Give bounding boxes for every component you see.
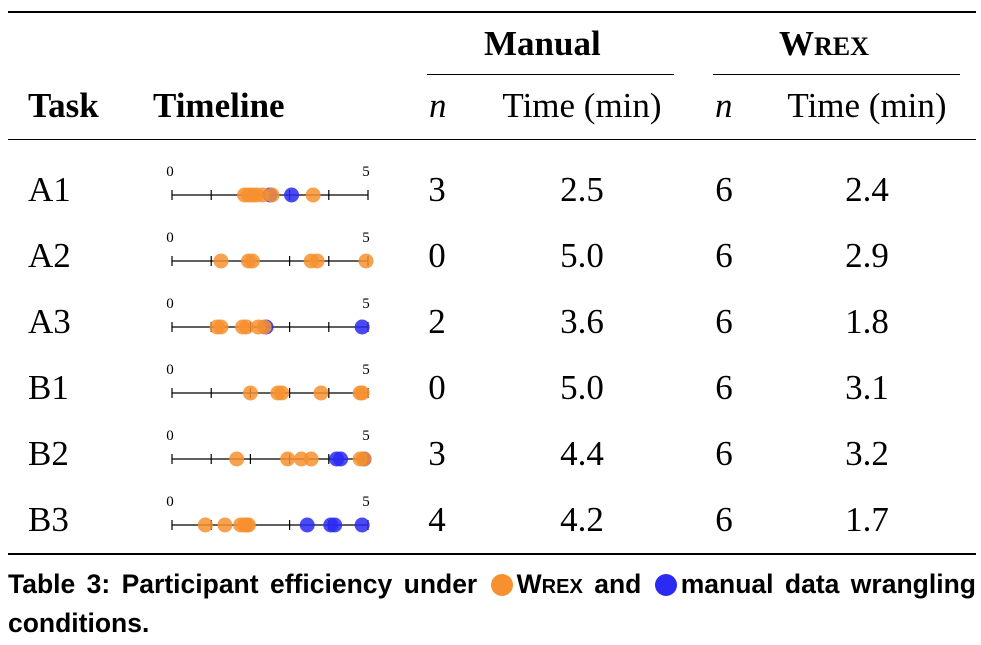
timeline-min-label: 0	[166, 164, 174, 180]
table-row: B1 0 5.0 6 3.1 0 5	[0, 356, 981, 422]
wrex-n-cell: 6	[715, 302, 733, 341]
wrex-point	[280, 451, 296, 467]
manual-point	[327, 517, 343, 533]
header-manual-time: Time (min)	[502, 86, 662, 125]
timeline-min-label: 0	[166, 296, 174, 312]
table-mid-rule	[8, 139, 976, 140]
wrex-point	[354, 385, 370, 401]
wrex-point	[303, 451, 319, 467]
table-row: A2 0 5.0 6 2.9 0 5	[0, 224, 981, 290]
timeline-max-label: 5	[362, 362, 370, 378]
header-timeline: Timeline	[153, 86, 285, 125]
timeline-min-label: 0	[166, 230, 174, 246]
manual-point	[284, 187, 300, 203]
wrex-cmidrule	[713, 74, 960, 75]
manual-point	[333, 451, 349, 467]
table-row: B3 4 4.2 6 1.7 0 5	[0, 488, 981, 554]
task-id-cell: B1	[28, 368, 69, 407]
wrex-point	[313, 385, 329, 401]
manual-n-cell: 3	[428, 170, 446, 209]
timeline-min-label: 0	[166, 494, 174, 510]
timeline-max-label: 5	[362, 230, 370, 246]
manual-time-cell: 3.6	[560, 302, 604, 341]
wrex-point	[197, 517, 213, 533]
timeline-max-label: 5	[362, 164, 370, 180]
task-id-cell: A3	[28, 302, 71, 341]
table-top-rule	[8, 11, 976, 13]
timeline-min-label: 0	[166, 362, 174, 378]
manual-n-cell: 0	[428, 368, 446, 407]
table-row: A1 3 2.5 6 2.4 0 5	[0, 158, 981, 224]
task-id-cell: B3	[28, 500, 69, 539]
manual-legend-dot	[654, 574, 677, 596]
wrex-time-cell: 1.8	[845, 302, 889, 341]
manual-time-cell: 2.5	[560, 170, 604, 209]
timeline-max-label: 5	[362, 296, 370, 312]
wrex-point	[305, 187, 321, 203]
wrex-legend-dot	[490, 574, 513, 596]
wrex-point	[274, 385, 290, 401]
manual-n-cell: 2	[428, 302, 446, 341]
manual-n-cell: 4	[428, 500, 446, 539]
wrex-point	[356, 451, 372, 467]
table-caption: Table 3: Participant efficiency under WR…	[8, 569, 976, 638]
manual-time-cell: 5.0	[560, 368, 604, 407]
wrex-n-cell: 6	[715, 434, 733, 473]
wrex-point	[213, 253, 229, 269]
manual-time-cell: 4.4	[560, 434, 604, 473]
wrex-n-cell: 6	[715, 236, 733, 275]
wrex-point	[358, 253, 374, 269]
wrex-n-cell: 6	[715, 500, 733, 539]
timeline-max-label: 5	[362, 428, 370, 444]
manual-n-cell: 0	[428, 236, 446, 275]
header-task: Task	[28, 86, 99, 125]
wrex-point	[229, 451, 245, 467]
timeline-min-label: 0	[166, 428, 174, 444]
wrex-time-cell: 2.9	[845, 236, 889, 275]
wrex-time-cell: 1.7	[845, 500, 889, 539]
timeline-max-label: 5	[362, 494, 370, 510]
wrex-point	[256, 319, 272, 335]
task-id-cell: A1	[28, 170, 71, 209]
wrex-point	[264, 187, 280, 203]
table-bottom-rule	[8, 553, 976, 555]
wrex-time-cell: 2.4	[845, 170, 889, 209]
header-wrex-n: n	[715, 86, 733, 125]
wrex-n-cell: 6	[715, 170, 733, 209]
wrex-n-cell: 6	[715, 368, 733, 407]
wrex-point	[217, 517, 233, 533]
table-row: A3 2 3.6 6 1.8 0 5	[0, 290, 981, 356]
manual-cmidrule	[427, 74, 674, 75]
wrex-time-cell: 3.1	[845, 368, 889, 407]
task-id-cell: A2	[28, 236, 71, 275]
manual-point	[354, 517, 370, 533]
manual-time-cell: 5.0	[560, 236, 604, 275]
wrex-point	[238, 319, 254, 335]
manual-point	[299, 517, 315, 533]
header-wrex-time: Time (min)	[787, 86, 947, 125]
wrex-point	[244, 253, 260, 269]
wrex-point	[309, 253, 325, 269]
manual-n-cell: 3	[428, 434, 446, 473]
wrex-point	[242, 385, 258, 401]
wrex-point	[240, 517, 256, 533]
header-manual-n: n	[429, 86, 447, 125]
wrex-point	[213, 319, 229, 335]
manual-time-cell: 4.2	[560, 500, 604, 539]
table-row: B2 3 4.4 6 3.2 0 5	[0, 422, 981, 488]
manual-point	[354, 319, 370, 335]
header-wrex: WREX	[779, 24, 869, 63]
header-manual: Manual	[484, 24, 601, 63]
wrex-time-cell: 3.2	[845, 434, 889, 473]
task-id-cell: B2	[28, 434, 69, 473]
